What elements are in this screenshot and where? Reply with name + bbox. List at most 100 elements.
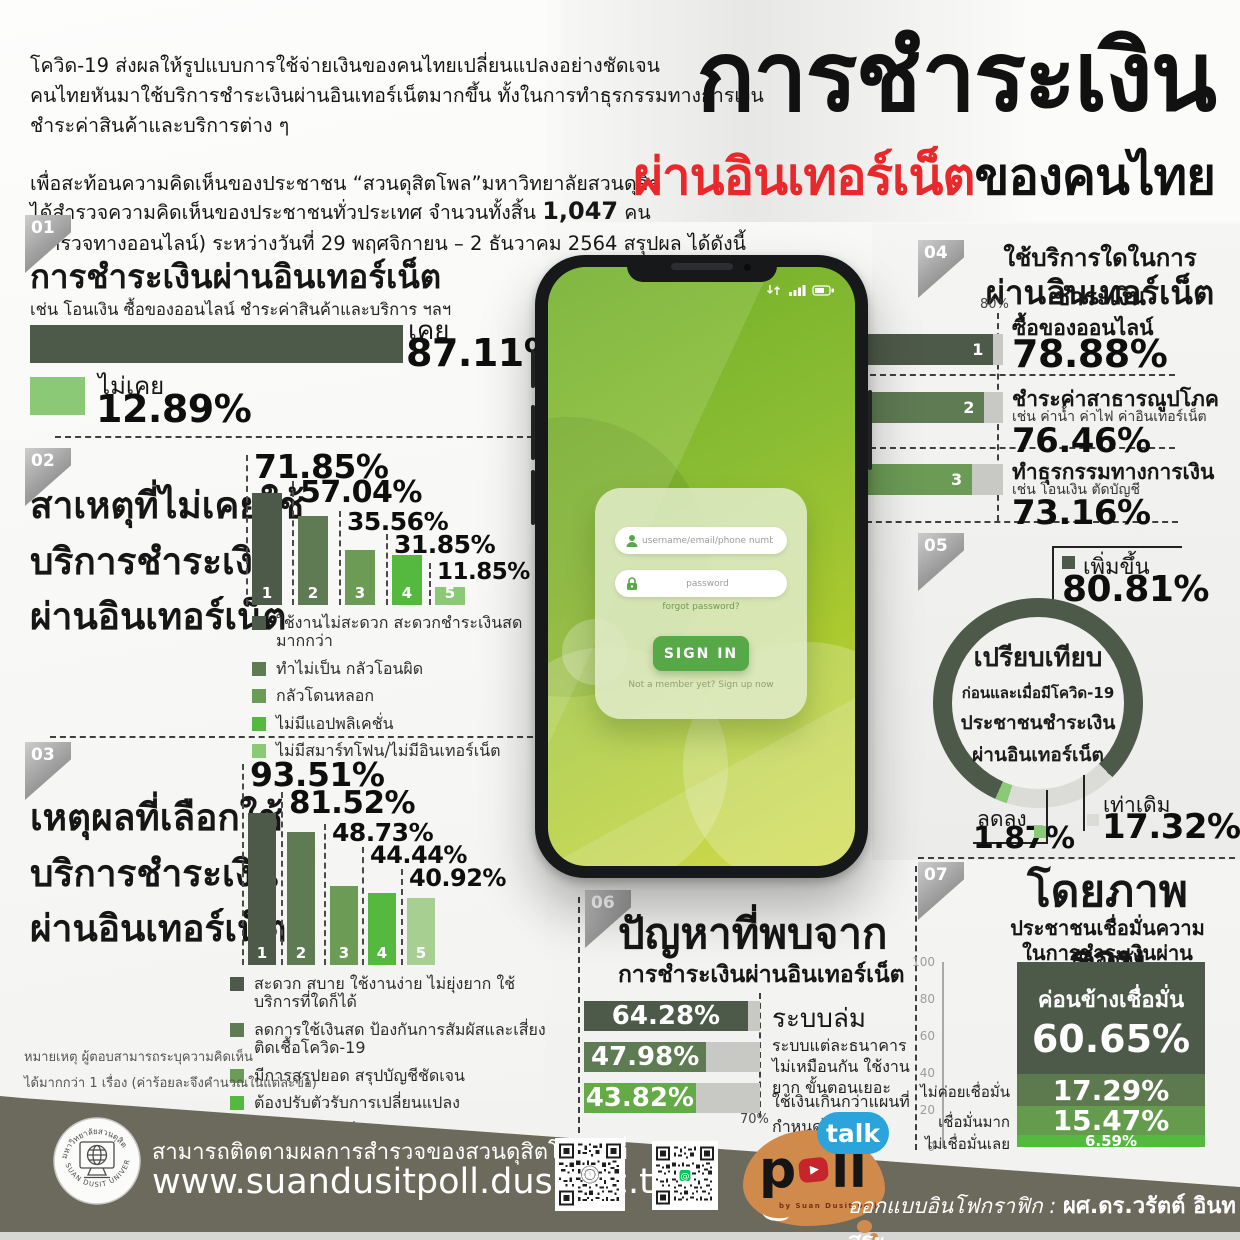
s06-title-line2: การชำระเงินผ่านอินเทอร์เน็ต xyxy=(618,962,905,988)
poll-blob-dot xyxy=(870,1233,878,1240)
divider-05-07 xyxy=(918,857,1235,859)
s02-bar-4: 4 xyxy=(392,555,422,605)
s04-item3-sub: เช่น โอนเงิน ตัดบัญชี xyxy=(1012,482,1140,498)
s02-value-5: 11.85% xyxy=(437,559,530,585)
s04-axis-label: 80% xyxy=(980,297,1009,312)
s03-value-2: 81.52% xyxy=(289,785,416,821)
s03-bar-rank: 2 xyxy=(295,944,307,962)
s02-callout-line xyxy=(246,455,248,605)
s06-value: 43.82% xyxy=(585,1083,694,1113)
s04-item3-label: ทำธุรกรรมทางการเงิน xyxy=(1012,460,1215,484)
username-field[interactable] xyxy=(615,527,787,554)
s04-title-line2: ผ่านอินเทอร์เน็ต xyxy=(985,273,1215,312)
donut-center-line: เปรียบเทียบ xyxy=(973,642,1103,673)
s04-item3-value: 73.16% xyxy=(1012,493,1151,533)
legend-label: ลดการใช้เงินสด ป้องกันการสัมผัสและเสี่ยง… xyxy=(254,1019,546,1058)
sign-in-button[interactable]: SIGN IN xyxy=(653,636,749,671)
main-title-line2: ผ่านอินเทอร์เน็ตของคนไทย xyxy=(560,148,1216,207)
increase-value: 80.81% xyxy=(1062,569,1209,610)
sign-up-link[interactable]: Not a member yet? Sign up now xyxy=(628,680,774,690)
bar-never-value: 12.89% xyxy=(96,387,252,431)
donut-center-line: ก่อนและเมื่อมีโควิด-19 xyxy=(961,683,1115,702)
s03-title-line: เหตุผลที่เลือกใช้ xyxy=(30,796,283,839)
s02-legend-item: ไม่มีสมาร์ทโฟน/ไม่มีอินเทอร์เน็ต xyxy=(252,741,542,760)
legend-swatch xyxy=(252,661,266,676)
section-05-badge: 05 xyxy=(918,533,964,591)
phone-volume-up xyxy=(531,405,535,460)
username-input[interactable] xyxy=(640,534,787,547)
intro-line: เพื่อสะท้อนความคิดเห็นของประชาชน “สวนดุส… xyxy=(30,172,662,195)
donut-center-text: เปรียบเทียบ ก่อนและเมื่อมีโควิด-19 ประชา… xyxy=(957,622,1119,784)
s07-seg1-label: ค่อนข้างเชื่อมั่น xyxy=(1037,987,1185,1013)
lock-icon xyxy=(627,576,637,590)
s03-legend-item: สะดวก สบาย ใช้งานง่าย ไม่ยุ่งยาก ใช้บริก… xyxy=(230,974,560,1012)
increase-swatch xyxy=(1062,556,1075,569)
s06-row3-bar: 43.82% xyxy=(584,1083,696,1113)
legend-label: มีการสรุปยอด สรุปบัญชีชัดเจน xyxy=(254,1065,465,1085)
intro-line: ได้สำรวจความคิดเห็นของประชาชนทั่วประเทศ … xyxy=(30,197,651,228)
password-input[interactable] xyxy=(640,577,787,590)
legend-swatch xyxy=(230,1095,244,1110)
s07-ytick-80: 80 xyxy=(919,992,935,1006)
s07-seg2-value: 17.29% xyxy=(1052,1074,1170,1107)
poll-blob-dot xyxy=(857,1220,872,1233)
same-swatch xyxy=(1087,814,1099,826)
decrease-label: ลดลง xyxy=(977,807,1027,831)
intro-count-post: คน xyxy=(618,201,651,224)
qr-code-line: @ xyxy=(652,1141,718,1210)
designer-credit: ออกแบบอินโฟกราฟิก : ผศ.ดร.วรัตต์ อินทสระ xyxy=(848,1188,1240,1240)
s07-ytick-40: 40 xyxy=(919,1066,935,1080)
s03-callout-line xyxy=(362,847,364,965)
password-field[interactable] xyxy=(615,570,787,597)
battery-icon xyxy=(812,285,834,296)
university-logo: มหาวิทยาลัยสวนดุสิต SUAN DUSIT UNIVERSIT… xyxy=(49,1111,141,1209)
same-value: 17.32% xyxy=(1102,807,1240,847)
s02-callout-line xyxy=(429,563,431,605)
bar-ever-label: เคย xyxy=(408,316,450,346)
s04-item2-sub: เช่น ค่าน้ำ ค่าไฟ ค่าอินเทอร์เน็ต xyxy=(1012,409,1207,425)
footer-follow-text: สามารถติดตามผลการสำรวจของสวนดุสิตโพลได้ท… xyxy=(152,1140,628,1165)
s02-bar-3: 3 xyxy=(345,549,375,605)
s06-value: 47.98% xyxy=(591,1042,700,1072)
s04-item2-label: ชำระค่าสาธารณูปโภค xyxy=(1012,387,1219,411)
s07-seg-1: ค่อนข้างเชื่อมั่น 60.65% xyxy=(1017,962,1205,1075)
s02-value-3: 35.56% xyxy=(347,507,449,536)
s03-bar-3: 3 xyxy=(330,885,358,965)
globe-monitor-emblem xyxy=(79,1141,115,1179)
status-bar-icons xyxy=(767,285,834,296)
s03-value-3: 48.73% xyxy=(332,818,434,847)
phone-speaker xyxy=(670,263,733,270)
s06-row2-bar: 47.98% xyxy=(584,1042,707,1072)
s04-item2-value: 76.46% xyxy=(1012,421,1151,461)
bar-never-label: ไม่เคย xyxy=(98,372,165,400)
forgot-password-link[interactable]: forgot password? xyxy=(662,602,740,612)
s02-legend-item: ทำไม่เป็น กลัวโอนผิด xyxy=(252,659,542,678)
legend-swatch xyxy=(230,1068,244,1083)
s04-item1-value: 78.88% xyxy=(1012,332,1168,376)
footer-bottom-strip xyxy=(0,1232,1240,1240)
s07-side-label-2: เชื่อมั่นมาก xyxy=(938,1113,1010,1131)
s02-legend-item: ใช้งานไม่สะดวก สะดวกชำระเงินสดมากกว่า xyxy=(252,613,542,651)
phone-notch xyxy=(626,255,777,282)
s03-callout-line xyxy=(242,764,244,965)
s07-side-label-1: ไม่ค่อยเชื่อมั่น xyxy=(920,1083,1010,1101)
main-title-black: ของคนไทย xyxy=(974,148,1216,207)
s07-seg-2: 17.29% xyxy=(1017,1074,1205,1107)
s03-legend-item: มีการสรุปยอด สรุปบัญชีชัดเจน xyxy=(230,1065,560,1085)
s02-callout-line xyxy=(386,534,388,605)
s03-callout-line xyxy=(401,869,403,965)
s03-bar-rank: 5 xyxy=(415,944,427,962)
s02-legend-item: กลัวโดนหลอก xyxy=(252,686,542,705)
s06-value: 64.28% xyxy=(611,1001,721,1031)
s01-subtitle: เช่น โอนเงิน ซื้อของออนไลน์ ชำระค่าสินค้… xyxy=(30,300,452,319)
s02-bar-5: 5 xyxy=(435,584,465,605)
s02-bar-chart: 1 2 3 4 5 xyxy=(246,450,476,605)
s07-side-label-3: ไม่เชื่อมั่นเลย xyxy=(925,1135,1010,1153)
bar-ever xyxy=(30,325,403,363)
s02-title-line: ผ่านอินเทอร์เน็ต xyxy=(30,595,287,638)
decrease-value: 1.87% xyxy=(973,821,1075,856)
s07-seg3-value: 15.47% xyxy=(1052,1106,1170,1135)
phone-mute-switch xyxy=(531,350,535,388)
section-07-badge: 07 xyxy=(918,862,964,920)
